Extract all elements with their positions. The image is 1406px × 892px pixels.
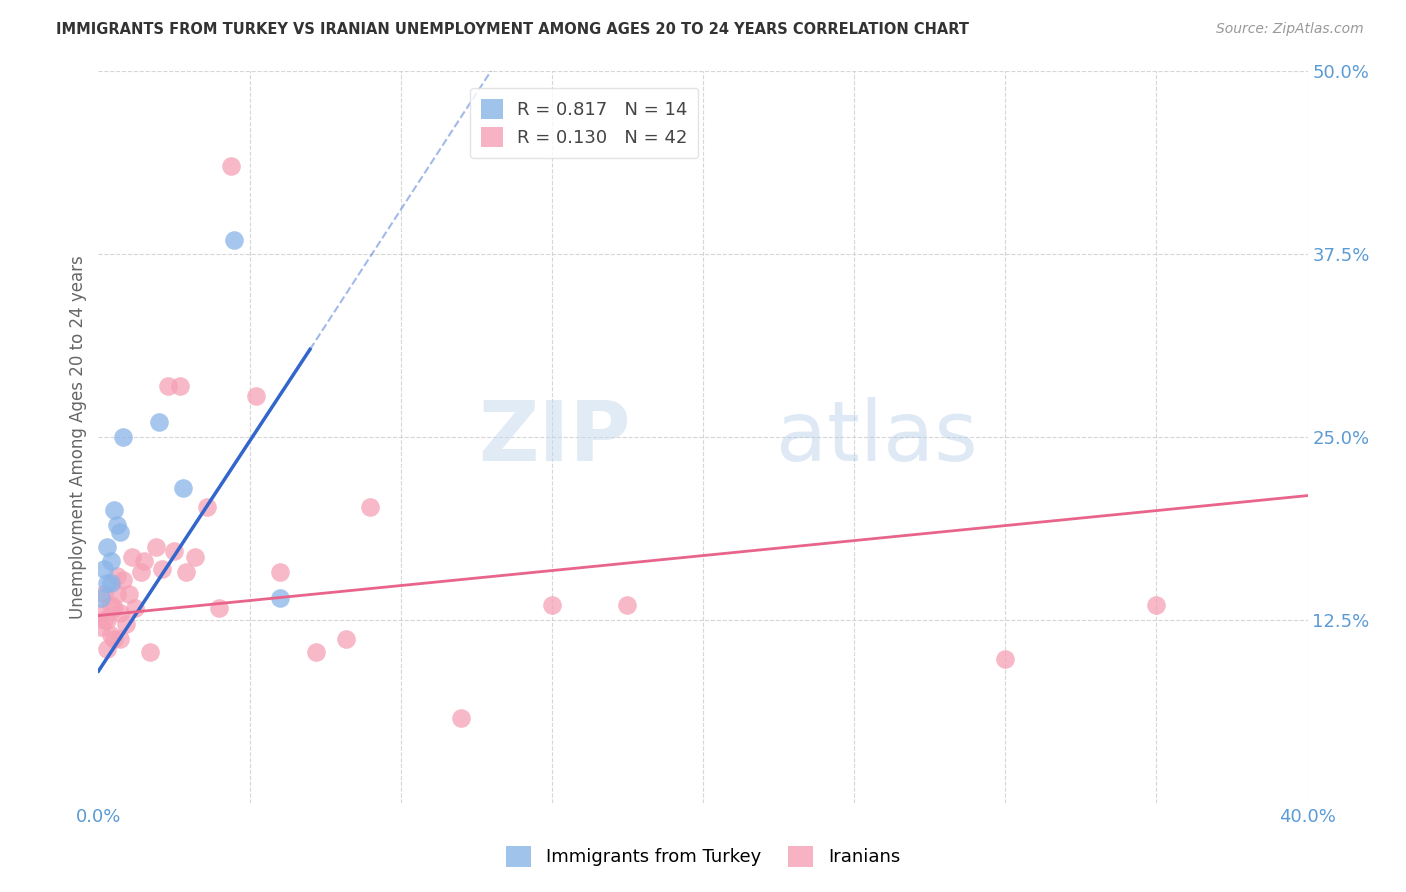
Point	[1144, 599, 1167, 613]
Text: IMMIGRANTS FROM TURKEY VS IRANIAN UNEMPLOYMENT AMONG AGES 20 TO 24 YEARS CORRELA: IMMIGRANTS FROM TURKEY VS IRANIAN UNEMPL…	[56, 22, 969, 37]
Point	[100, 554, 122, 568]
Point	[108, 606, 131, 620]
Point	[221, 160, 243, 174]
Point	[139, 645, 162, 659]
Point	[114, 617, 136, 632]
Point	[105, 586, 128, 600]
Point	[156, 379, 179, 393]
Point	[93, 562, 115, 576]
Point	[96, 613, 118, 627]
Point	[360, 500, 382, 515]
Y-axis label: Unemployment Among Ages 20 to 24 years: Unemployment Among Ages 20 to 24 years	[69, 255, 87, 619]
Point	[145, 540, 167, 554]
Point	[90, 606, 112, 620]
Point	[93, 613, 115, 627]
Point	[103, 632, 125, 646]
Point	[100, 599, 122, 613]
Point	[105, 569, 128, 583]
Point	[540, 599, 562, 613]
Point	[994, 652, 1017, 666]
Point	[124, 601, 146, 615]
Point	[132, 554, 155, 568]
Point	[174, 565, 197, 579]
Point	[111, 430, 134, 444]
Text: atlas: atlas	[776, 397, 977, 477]
Point	[172, 481, 194, 495]
Point	[90, 591, 112, 605]
Point	[208, 601, 231, 615]
Point	[616, 599, 638, 613]
Point	[108, 525, 131, 540]
Point	[150, 562, 173, 576]
Point	[118, 586, 141, 600]
Point	[103, 601, 125, 615]
Point	[195, 500, 218, 515]
Point	[121, 549, 143, 564]
Text: Source: ZipAtlas.com: Source: ZipAtlas.com	[1216, 22, 1364, 37]
Point	[184, 549, 207, 564]
Point	[169, 379, 191, 393]
Legend: R = 0.817   N = 14, R = 0.130   N = 42: R = 0.817 N = 14, R = 0.130 N = 42	[470, 87, 699, 158]
Point	[269, 591, 291, 605]
Point	[269, 565, 291, 579]
Point	[224, 233, 246, 247]
Point	[148, 416, 170, 430]
Point	[111, 574, 134, 588]
Point	[105, 517, 128, 532]
Point	[100, 576, 122, 591]
Point	[450, 711, 472, 725]
Text: ZIP: ZIP	[478, 397, 630, 477]
Point	[96, 540, 118, 554]
Legend: Immigrants from Turkey, Iranians: Immigrants from Turkey, Iranians	[499, 838, 907, 874]
Point	[96, 642, 118, 657]
Point	[90, 620, 112, 634]
Point	[108, 632, 131, 646]
Point	[103, 503, 125, 517]
Point	[93, 586, 115, 600]
Point	[96, 576, 118, 591]
Point	[245, 389, 267, 403]
Point	[129, 565, 152, 579]
Point	[305, 645, 328, 659]
Point	[335, 632, 357, 646]
Point	[100, 627, 122, 641]
Point	[163, 544, 186, 558]
